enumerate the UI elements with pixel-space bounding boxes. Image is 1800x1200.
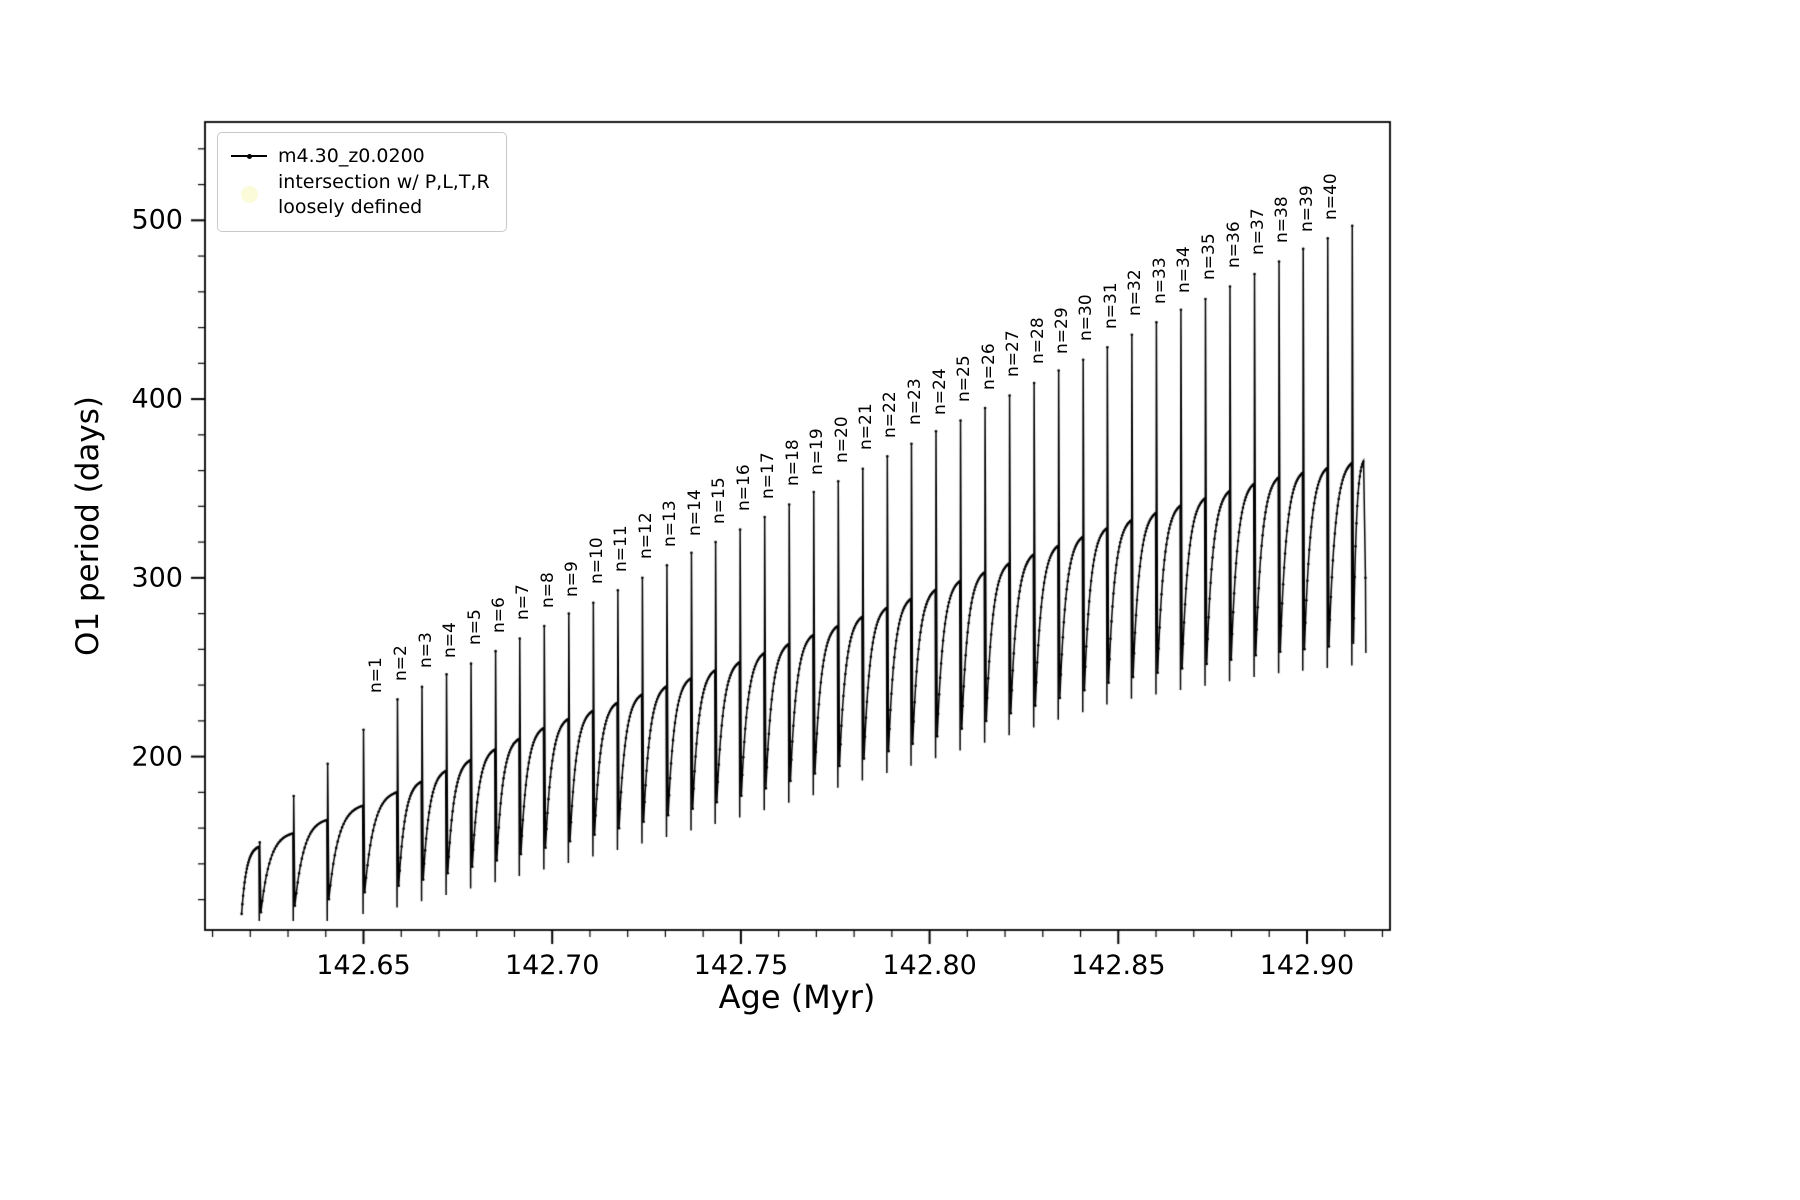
- legend-intersection-line2: loosely defined: [278, 195, 423, 218]
- spike-label: n=5: [464, 609, 485, 646]
- x-tick-label: 142.80: [882, 950, 977, 981]
- x-axis-label: Age (Myr): [718, 978, 876, 1016]
- spike-label: n=12: [635, 512, 656, 560]
- spike-label: n=13: [660, 500, 681, 547]
- y-tick-label: 400: [131, 383, 183, 415]
- legend-circle-marker-wrap: [230, 186, 268, 204]
- spike-label: n=16: [733, 464, 754, 512]
- y-tick-label: 500: [131, 204, 183, 236]
- spike-label: n=7: [513, 584, 534, 621]
- legend-intersection-line1: intersection w/ P,L,T,R: [278, 171, 490, 193]
- spike-label: n=26: [978, 342, 999, 390]
- spike-label: n=9: [562, 561, 583, 597]
- spike-label: n=20: [831, 416, 852, 463]
- spike-label: n=22: [880, 391, 901, 438]
- spike-label: n=33: [1149, 257, 1170, 304]
- spike-label: n=31: [1100, 282, 1121, 329]
- spike-label: n=32: [1125, 269, 1146, 317]
- spike-label: n=11: [611, 525, 632, 572]
- spike-label: n=36: [1223, 221, 1244, 268]
- spike-label: n=35: [1198, 233, 1219, 281]
- y-axis-label: O1 period (days): [70, 396, 106, 656]
- legend-line-marker: [230, 145, 268, 167]
- spike-label: n=3: [415, 632, 436, 669]
- spike-label: n=29: [1052, 307, 1073, 354]
- legend-series-label: m4.30_z0.0200: [278, 145, 425, 167]
- spike-label: n=15: [709, 476, 730, 524]
- spike-label: n=17: [758, 451, 779, 499]
- legend-intersection-label: intersection w/ P,L,T,R loosely defined: [278, 170, 490, 219]
- spike-label: n=25: [954, 355, 975, 403]
- spike-label: n=1: [366, 657, 387, 694]
- spike-label: n=28: [1027, 317, 1048, 365]
- y-tick-label: 200: [131, 741, 183, 773]
- spike-label: n=4: [440, 621, 461, 658]
- x-tick-label: 142.85: [1071, 950, 1166, 981]
- legend-entry-series: m4.30_z0.0200: [230, 145, 490, 167]
- spike-label: n=2: [390, 645, 411, 681]
- spike-label: n=14: [684, 489, 705, 537]
- spike-label: n=37: [1248, 208, 1269, 256]
- y-tick-label: 300: [131, 562, 183, 594]
- spike-label: n=21: [856, 403, 877, 451]
- line-sample: [231, 153, 267, 159]
- spike-label: n=18: [782, 439, 803, 487]
- spike-label: n=27: [1003, 330, 1024, 377]
- spike-label: n=38: [1272, 196, 1293, 243]
- spike-label: n=24: [929, 367, 950, 415]
- spike-label: n=8: [537, 571, 558, 608]
- legend-entry-intersection: intersection w/ P,L,T,R loosely defined: [230, 170, 490, 219]
- legend: m4.30_z0.0200 intersection w/ P,L,T,R lo…: [217, 132, 507, 233]
- spike-label: n=23: [905, 378, 925, 426]
- spike-label: n=40: [1321, 173, 1342, 220]
- x-tick-label: 142.75: [693, 950, 789, 981]
- x-tick-label: 142.65: [316, 950, 411, 981]
- spike-label: n=6: [488, 596, 509, 633]
- spike-label: n=30: [1076, 294, 1097, 342]
- spike-label: n=19: [807, 428, 828, 476]
- spike-label: n=10: [586, 537, 607, 585]
- intersection-marker-icon: [240, 186, 258, 204]
- spike-label: n=34: [1174, 246, 1195, 293]
- x-tick-label: 142.70: [504, 950, 600, 981]
- point-marker-icon: [246, 153, 252, 159]
- x-tick-label: 142.90: [1259, 950, 1355, 981]
- spike-label: n=39: [1296, 185, 1317, 233]
